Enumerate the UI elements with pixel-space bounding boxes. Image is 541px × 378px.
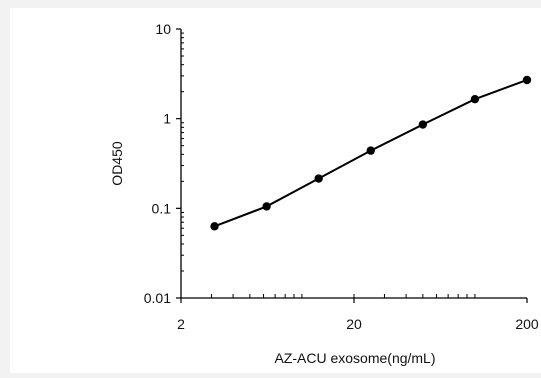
y-axis-ticks: 10 1 0.1 0.01 [144,21,184,306]
x-tick-label: 2 [177,316,185,332]
data-point-marker [418,120,428,129]
figure-background [10,8,541,373]
data-point-marker [522,75,532,85]
x-tick-label: 20 [346,316,362,332]
data-point-marker [210,222,219,231]
y-tick-label: 1 [163,111,171,127]
x-axis-ticks: 2 20 200 [177,294,539,332]
data-point-marker [262,202,271,211]
series-markers [210,75,532,231]
data-point-marker [470,94,480,104]
y-tick-label: 0.1 [152,200,172,216]
x-axis-label: AZ-ACU exosome(ng/mL) [274,350,435,366]
x-tick-label: 200 [515,316,539,332]
data-point-marker [366,146,375,155]
y-axis-label: OD450 [109,141,125,186]
y-tick-label: 0.01 [144,290,171,306]
data-point-marker [314,174,323,183]
y-tick-label: 10 [155,21,171,37]
